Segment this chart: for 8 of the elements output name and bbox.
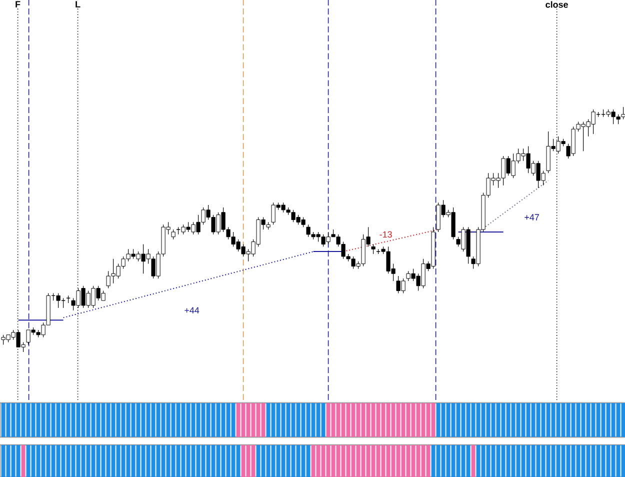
candlestick xyxy=(171,229,176,240)
text: F xyxy=(16,1,20,8)
candlestick xyxy=(371,244,376,254)
text: L xyxy=(76,1,80,8)
text: close xyxy=(546,1,568,8)
annotation: +47 xyxy=(524,214,539,220)
annotation: +44 xyxy=(184,307,200,314)
annotation: -13 xyxy=(380,231,392,238)
